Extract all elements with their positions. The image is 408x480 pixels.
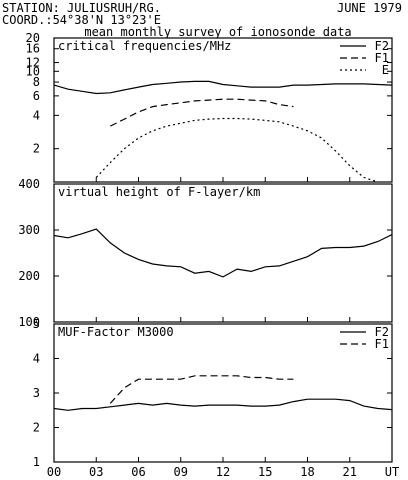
- y-tick-label: 6: [33, 89, 40, 103]
- legend-label: F1: [375, 51, 389, 65]
- x-tick-label: 09: [174, 465, 188, 479]
- legend-label: F2: [375, 39, 389, 53]
- y-tick-label: 4: [33, 108, 40, 122]
- x-tick-label: 21: [343, 465, 357, 479]
- x-tick-label: 00: [47, 465, 61, 479]
- panel-frame: [53, 37, 393, 183]
- panel-title: MUF-Factor M3000: [58, 325, 174, 339]
- y-tick-label: 2: [33, 142, 40, 156]
- y-tick-label: 10: [26, 64, 40, 78]
- x-tick-label: UT: [385, 465, 399, 479]
- y-tick-label: 12: [26, 56, 40, 70]
- legend-label: F2: [375, 325, 389, 339]
- legend-label: F1: [375, 337, 389, 351]
- chart-subtitle: mean monthly survey of ionosonde data: [84, 25, 351, 39]
- series-line-f1: [110, 98, 294, 127]
- x-tick-label: 15: [258, 465, 272, 479]
- series-line-f2: [53, 398, 393, 411]
- y-tick-label: 100: [18, 315, 40, 329]
- coord-label: COORD.:54°38'N 13°23'E: [2, 13, 161, 27]
- y-tick-label: 20: [26, 31, 40, 45]
- legend-label: E: [382, 63, 389, 77]
- x-tick-label: 06: [131, 465, 145, 479]
- x-tick-label: 03: [89, 465, 103, 479]
- y-tick-label: 3: [33, 386, 40, 400]
- y-tick-label: 300: [18, 223, 40, 237]
- panel-title: virtual height of F-layer/km: [58, 185, 260, 199]
- station-label: STATION: JULIUSRUH/RG.: [2, 1, 161, 15]
- x-tick-label: 12: [216, 465, 230, 479]
- y-tick-label: 2: [33, 421, 40, 435]
- y-tick-label: 400: [18, 177, 40, 191]
- y-tick-label: 5: [33, 317, 40, 331]
- y-tick-label: 4: [33, 352, 40, 366]
- panel-2: 100 200 300 400 virtual height of F-layer/km: [18, 177, 393, 329]
- y-tick-label: 1: [33, 455, 40, 469]
- y-tick-label: 8: [33, 75, 40, 89]
- y-tick-label: 16: [26, 42, 40, 56]
- series-line-e: [95, 117, 379, 183]
- series-line-f1: [109, 375, 294, 404]
- panel-frame: [53, 183, 393, 323]
- x-tick-label: 18: [300, 465, 314, 479]
- panel-title: critical frequencies/MHz: [58, 39, 231, 53]
- date-label: JUNE 1979: [337, 1, 402, 15]
- panel-frame: [53, 323, 393, 463]
- y-tick-label: 200: [18, 269, 40, 283]
- series-line: [53, 228, 393, 278]
- series-line-f2: [53, 80, 393, 95]
